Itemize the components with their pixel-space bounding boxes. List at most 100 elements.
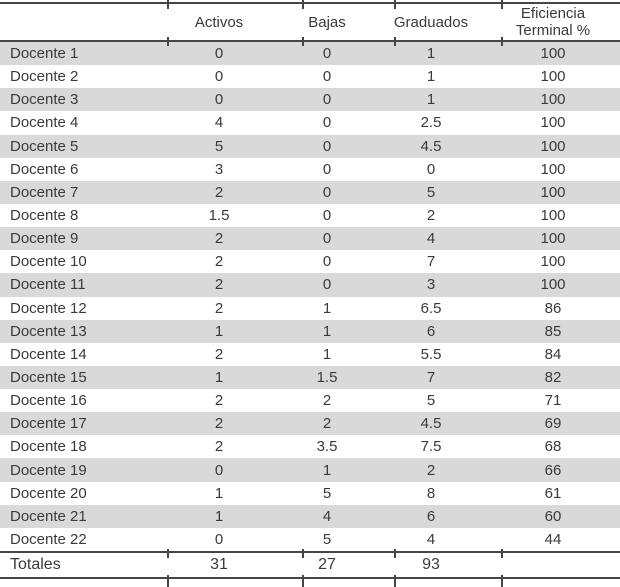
- cell-eficiencia: 69: [544, 415, 562, 433]
- cell-bajas: 0: [322, 68, 332, 86]
- table-row: Docente 13 1 1 6 85: [0, 319, 620, 343]
- cell-graduados: 3: [426, 276, 436, 294]
- column-divider-tick: [302, 37, 304, 46]
- row-label: Docente 20: [10, 484, 87, 502]
- cell-eficiencia: 86: [544, 299, 562, 317]
- cell-graduados: 6: [426, 507, 436, 525]
- table-row: Docente 5 5 0 4.5 100: [0, 134, 620, 158]
- cell-bajas: 3.5: [316, 438, 338, 456]
- column-divider-tick: [394, 575, 396, 587]
- header-activos: Activos: [194, 13, 244, 31]
- table-row: Docente 18 2 3.5 7.5 68: [0, 435, 620, 458]
- table-row: Docente 2 0 0 1 100: [0, 65, 620, 88]
- cell-activos: 2: [214, 276, 224, 294]
- row-label: Docente 2: [10, 68, 79, 86]
- row-label: Docente 16: [10, 392, 87, 410]
- table-row: Docente 7 2 0 5 100: [0, 180, 620, 204]
- cell-bajas: 0: [322, 137, 332, 155]
- header-graduados: Graduados: [393, 13, 469, 31]
- table-row: Docente 8 1.5 0 2 100: [0, 204, 620, 227]
- cell-graduados: 5: [426, 183, 436, 201]
- cell-eficiencia: 71: [544, 392, 562, 410]
- column-divider-tick: [167, 0, 169, 9]
- cell-bajas: 0: [322, 91, 332, 109]
- row-label: Docente 12: [10, 299, 87, 317]
- table-row: Docente 12 2 1 6.5 86: [0, 297, 620, 320]
- cell-bajas: 0: [322, 45, 332, 63]
- table-row: Docente 19 0 1 2 66: [0, 458, 620, 482]
- cell-bajas: 0: [322, 160, 332, 178]
- cell-bajas: 1.5: [316, 368, 338, 386]
- row-label: Docente 19: [10, 461, 87, 479]
- cell-activos: 1: [214, 507, 224, 525]
- table-row: Docente 22 0 5 4 44: [0, 528, 620, 551]
- cell-eficiencia: 100: [540, 230, 566, 248]
- cell-eficiencia: 100: [540, 137, 566, 155]
- cell-bajas: 0: [322, 276, 332, 294]
- cell-bajas: 0: [322, 183, 332, 201]
- cell-eficiencia: 100: [540, 68, 566, 86]
- cell-eficiencia: 100: [540, 276, 566, 294]
- cell-graduados: 6: [426, 322, 436, 340]
- column-divider-tick: [394, 549, 396, 558]
- cell-activos: 4: [214, 114, 224, 132]
- table-row: Docente 20 1 5 8 61: [0, 482, 620, 505]
- row-label: Docente 15: [10, 368, 87, 386]
- cell-eficiencia: 61: [544, 484, 562, 502]
- cell-bajas: 4: [322, 507, 332, 525]
- cell-activos: 0: [214, 91, 224, 109]
- cell-eficiencia: 44: [544, 530, 562, 548]
- cell-eficiencia: 84: [544, 345, 562, 363]
- cell-eficiencia: 60: [544, 507, 562, 525]
- cell-eficiencia: 66: [544, 461, 562, 479]
- cell-graduados: 8: [426, 484, 436, 502]
- cell-eficiencia: 100: [540, 183, 566, 201]
- cell-graduados: 6.5: [420, 299, 442, 317]
- totals-row: Totales 31 27 93: [0, 551, 620, 579]
- cell-eficiencia: 100: [540, 253, 566, 271]
- cell-bajas: 0: [322, 230, 332, 248]
- row-label: Docente 21: [10, 507, 87, 525]
- cell-graduados: 0: [426, 160, 436, 178]
- table-row: Docente 15 1 1.5 7 82: [0, 365, 620, 390]
- cell-eficiencia: 68: [544, 438, 562, 456]
- cell-eficiencia: 100: [540, 160, 566, 178]
- cell-graduados: 5.5: [420, 345, 442, 363]
- row-label: Docente 11: [10, 276, 86, 294]
- column-divider-tick: [394, 37, 396, 46]
- column-divider-tick: [394, 0, 396, 9]
- cell-graduados: 7: [426, 253, 436, 271]
- cell-bajas: 0: [322, 253, 332, 271]
- row-label: Docente 22: [10, 530, 87, 548]
- cell-bajas: 0: [322, 114, 332, 132]
- cell-activos: 2: [214, 299, 224, 317]
- cell-eficiencia: 85: [544, 322, 562, 340]
- cell-activos: 0: [214, 461, 224, 479]
- totals-graduados: 93: [422, 556, 440, 573]
- cell-activos: 5: [214, 137, 224, 155]
- cell-activos: 1: [214, 484, 224, 502]
- cell-activos: 1.5: [208, 207, 230, 225]
- cell-graduados: 1: [426, 45, 436, 63]
- row-label: Docente 3: [10, 91, 79, 109]
- cell-activos: 2: [214, 253, 224, 271]
- column-divider-tick: [167, 575, 169, 587]
- table-row: Docente 3 0 0 1 100: [0, 88, 620, 112]
- cell-graduados: 2: [426, 461, 436, 479]
- table-row: Docente 10 2 0 7 100: [0, 250, 620, 273]
- cell-bajas: 1: [322, 461, 332, 479]
- cell-bajas: 1: [322, 345, 332, 363]
- row-label: Docente 5: [10, 137, 79, 155]
- cell-graduados: 7: [426, 368, 436, 386]
- cell-activos: 2: [214, 392, 224, 410]
- cell-bajas: 2: [322, 415, 332, 433]
- table-body: Docente 1 0 0 1 100 Docente 2 0 0 1 100 …: [0, 42, 620, 551]
- table-header-row: Activos Bajas Graduados Eficiencia Termi…: [0, 2, 620, 42]
- column-divider-tick: [302, 0, 304, 9]
- row-label: Docente 8: [10, 207, 79, 225]
- row-label: Docente 10: [10, 253, 87, 271]
- cell-eficiencia: 100: [540, 91, 566, 109]
- table-row: Docente 4 4 0 2.5 100: [0, 111, 620, 134]
- row-label: Docente 18: [10, 438, 87, 456]
